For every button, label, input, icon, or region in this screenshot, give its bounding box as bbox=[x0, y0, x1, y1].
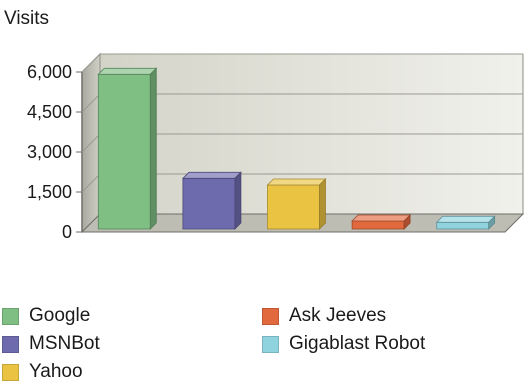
legend-label: Google bbox=[29, 305, 91, 326]
y-tick-label: 6,000 bbox=[27, 62, 72, 82]
y-axis-ticks: 0 1,500 3,000 4,500 6,000 bbox=[27, 62, 82, 242]
bar-side bbox=[488, 215, 496, 230]
legend-swatch bbox=[262, 307, 279, 325]
bar-front bbox=[351, 220, 405, 230]
legend-label: MSNBot bbox=[29, 333, 100, 354]
bar-ask-jeeves bbox=[351, 214, 412, 230]
bar-yahoo bbox=[266, 178, 327, 230]
legend-item: Yahoo bbox=[2, 360, 83, 384]
bar-side bbox=[403, 214, 411, 230]
legend-swatch bbox=[2, 335, 19, 353]
legend-swatch bbox=[2, 363, 19, 381]
gridlines bbox=[81, 53, 523, 193]
gridline-side bbox=[81, 173, 101, 193]
bar-front bbox=[182, 177, 236, 230]
bar-side bbox=[234, 171, 242, 230]
legend-swatch bbox=[262, 335, 279, 353]
bar-side bbox=[319, 178, 326, 230]
bar-front bbox=[436, 221, 490, 230]
y-tick-label: 3,000 bbox=[27, 142, 72, 162]
gridline-side bbox=[81, 53, 101, 73]
legend-item: Google bbox=[2, 304, 90, 328]
y-axis-label: Visits bbox=[4, 8, 49, 29]
gridline-side bbox=[81, 133, 101, 153]
bars bbox=[97, 67, 496, 230]
bar-front bbox=[97, 73, 151, 230]
y-tick-label: 0 bbox=[62, 222, 72, 242]
legend-label: Yahoo bbox=[29, 361, 83, 382]
bar-top bbox=[181, 171, 242, 179]
bar-top bbox=[266, 178, 327, 186]
y-tick-label: 4,500 bbox=[27, 102, 72, 122]
bar-gigablast-robot bbox=[435, 215, 496, 230]
legend-label: Ask Jeeves bbox=[289, 305, 387, 326]
legend-label: Gigablast Robot bbox=[289, 333, 426, 354]
gridline-side bbox=[81, 93, 101, 113]
y-tick-label: 1,500 bbox=[27, 182, 72, 202]
bar-google bbox=[97, 67, 158, 230]
bar-msnbot bbox=[181, 171, 242, 230]
legend-item: Ask Jeeves bbox=[262, 304, 386, 328]
bar-top bbox=[97, 67, 158, 75]
legend-swatch bbox=[2, 307, 19, 325]
bar-chart: Visits 0 1,500 3,000 4,500 6,000 bbox=[4, 8, 525, 242]
legend-item: Gigablast Robot bbox=[262, 332, 425, 356]
bar-side bbox=[149, 67, 157, 230]
bar-top bbox=[351, 214, 412, 222]
legend: Google MSNBot Yahoo Ask Jeeves Gigablast Rob… bbox=[0, 300, 530, 385]
bar-top bbox=[435, 215, 496, 223]
legend-item: MSNBot bbox=[2, 332, 100, 356]
bar-front bbox=[267, 184, 320, 230]
